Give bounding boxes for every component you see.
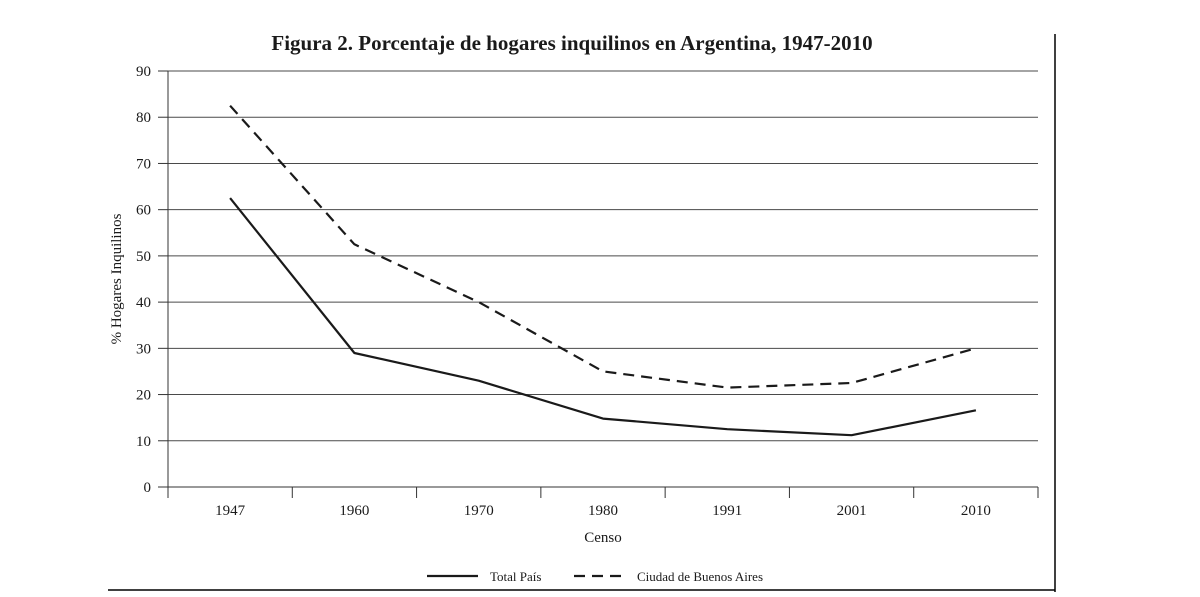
x-tick-label: 2010	[961, 503, 991, 519]
y-tick-label: 20	[136, 388, 151, 404]
x-tick-label: 1960	[339, 503, 369, 519]
legend-label-total-pais: Total País	[490, 569, 541, 584]
x-tick-label: 1970	[464, 503, 494, 519]
legend: Total País Ciudad de Buenos Aires	[427, 569, 763, 584]
series-line-ciudad-de-buenos-aires	[230, 106, 976, 388]
y-tick-label: 80	[136, 110, 151, 126]
grid-lines	[168, 71, 1038, 441]
y-tick-label: 0	[144, 480, 152, 496]
y-axis-label: % Hogares Inquilinos	[109, 213, 125, 344]
y-tick-label: 60	[136, 203, 151, 219]
y-tick-label: 90	[136, 64, 151, 80]
y-tick-label: 40	[136, 295, 151, 311]
x-tick-label: 1991	[712, 503, 742, 519]
y-tick-label: 70	[136, 156, 151, 172]
y-tick-label: 30	[136, 341, 151, 357]
y-tick-label: 50	[136, 249, 151, 265]
series-line-total-pa-s	[230, 198, 976, 435]
y-tick-label: 10	[136, 434, 151, 450]
x-tick-label: 2001	[837, 503, 867, 519]
x-tick-label: 1980	[588, 503, 618, 519]
data-series	[230, 106, 976, 436]
legend-label-ciudad-buenos-aires: Ciudad de Buenos Aires	[637, 569, 763, 584]
chart-title: Figura 2. Porcentaje de hogares inquilin…	[271, 31, 872, 55]
axes: 0 10 20 30 40 50 60 70 80 90 1947 1960 1970 1980 1991 2…	[136, 64, 1038, 519]
x-tick-label: 1947	[215, 503, 246, 519]
x-axis-label: Censo	[584, 530, 622, 546]
